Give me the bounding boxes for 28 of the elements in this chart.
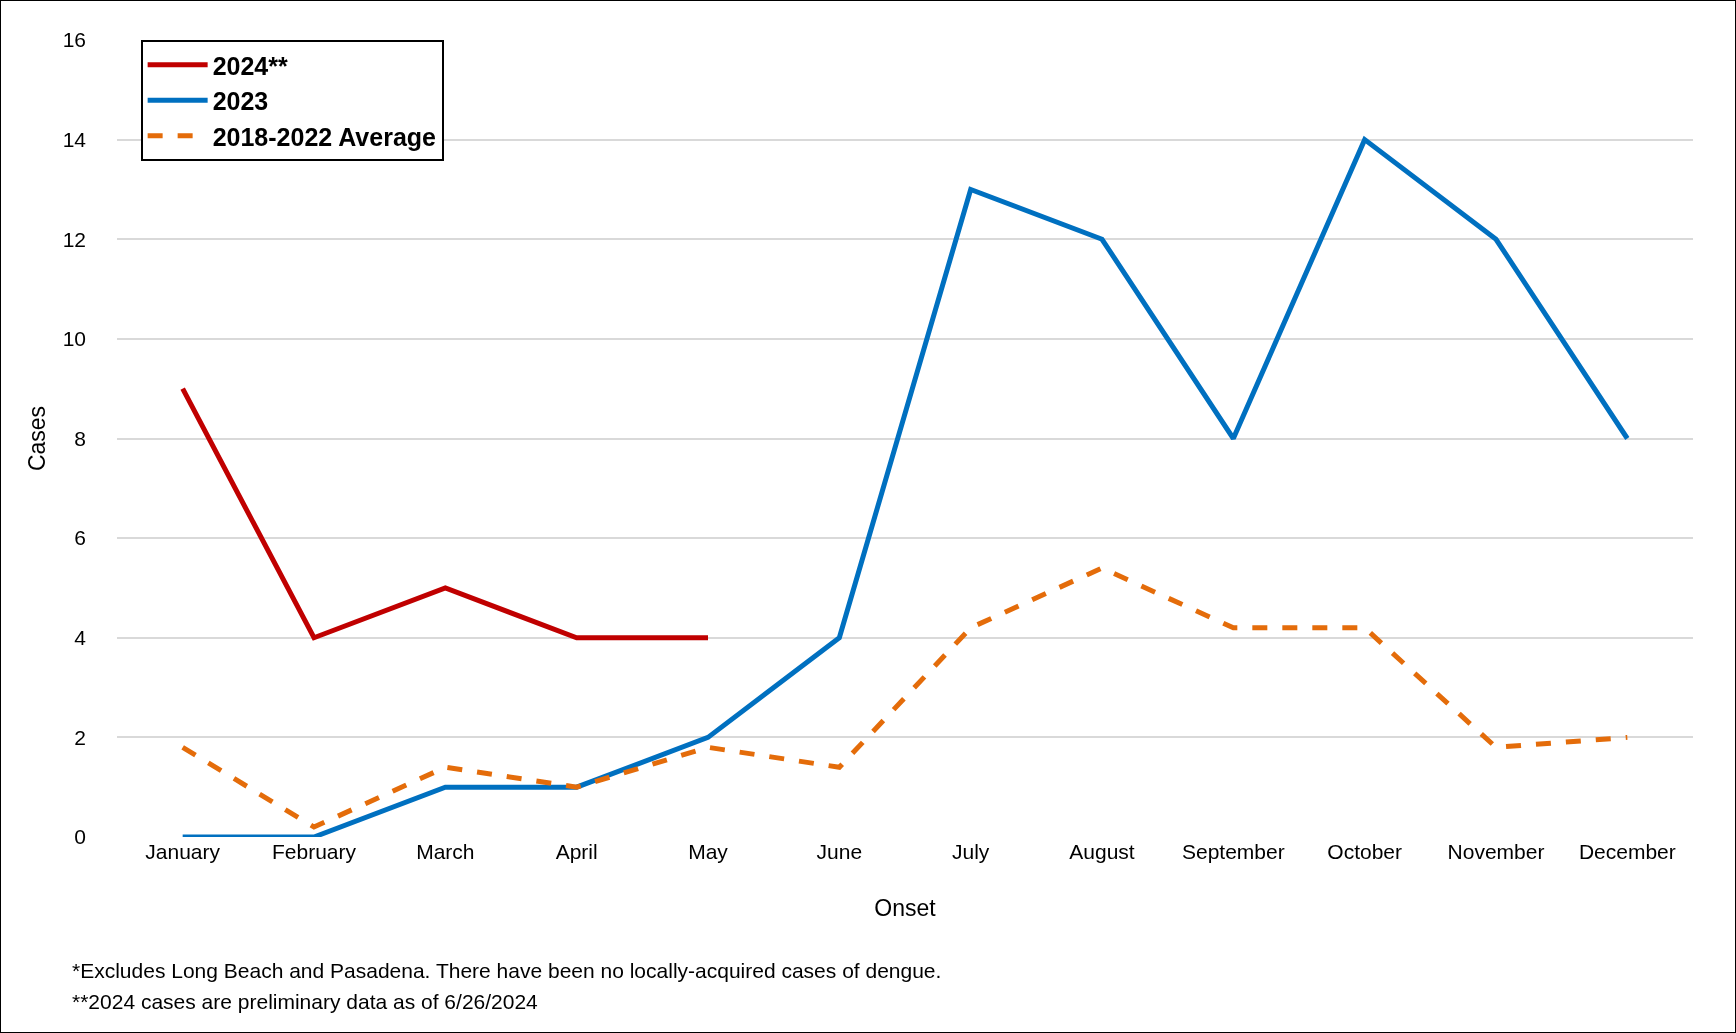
x-tick-label: August [1069,840,1135,863]
x-tick-label: April [555,840,598,863]
x-tick-label: March [416,840,475,863]
y-tick-label: 12 [62,227,86,251]
x-tick-label: June [816,840,863,863]
x-tick-label: May [688,840,729,863]
text: **2024 cases are preliminary data as of 6/26/2024 [72,990,539,1013]
legend-label: 2023 [212,87,269,115]
x-tick-label: July [951,840,990,863]
x-tick-label: October [1327,840,1403,863]
x-tick-label: February [271,840,357,863]
y-tick-label: 16 [62,28,86,52]
x-tick-label: December [1578,840,1676,863]
y-tick-label: 6 [74,526,86,550]
x-tick-label: November [1447,840,1545,863]
x-tick-label: January [145,840,221,863]
legend-label: 2024** [212,51,288,80]
legend-label: 2018-2022 Average [212,122,437,151]
y-tick-label: 4 [74,626,87,650]
y-tick-label: 2 [74,725,86,749]
x-axis-title: Onset [874,895,937,921]
y-tick-label: 8 [74,426,86,450]
y-axis-title: Cases [24,405,51,472]
x-tick-label: September [1181,840,1285,863]
y-tick-label: 14 [62,127,87,151]
y-tick-label: 10 [62,327,86,351]
text: *Excludes Long Beach and Pasadena. There have been no locally-acquired cases of dengue. [72,959,942,982]
y-tick-label: 0 [74,825,86,849]
